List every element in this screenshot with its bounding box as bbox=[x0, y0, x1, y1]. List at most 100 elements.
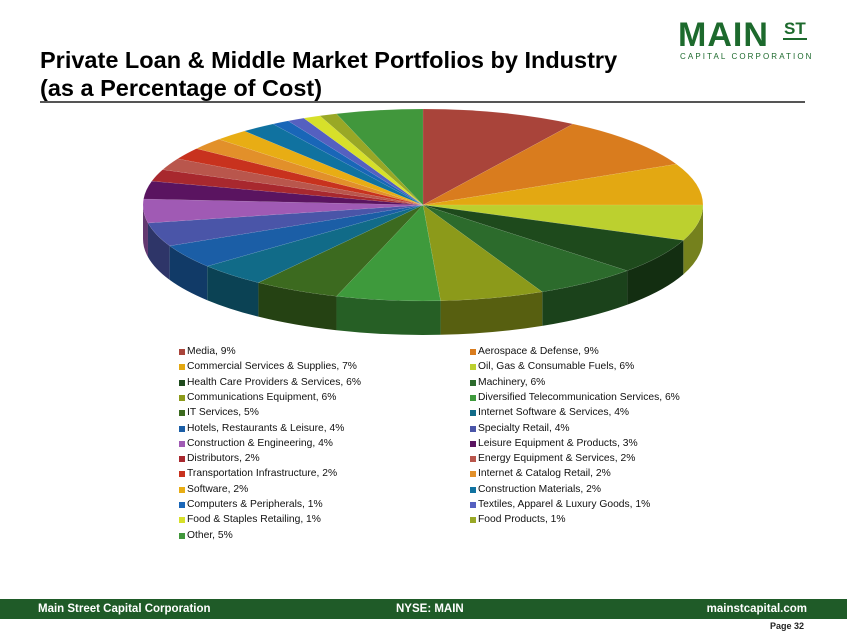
pie-slice-textiles-apparel-luxury-goods bbox=[287, 117, 424, 206]
pie-slice-leisure-equipment-products bbox=[143, 180, 424, 206]
legend-label: Internet Software & Services, 4% bbox=[478, 407, 630, 419]
pie-slice-it-services bbox=[257, 204, 424, 297]
legend-swatch bbox=[470, 471, 476, 478]
legend-label: Energy Equipment & Services, 2% bbox=[478, 453, 636, 465]
pie-side-wall bbox=[440, 291, 543, 335]
pie-side-wall bbox=[683, 205, 703, 275]
pie-side-wall bbox=[627, 240, 684, 305]
legend-label: Food Products, 1% bbox=[478, 514, 566, 526]
footer-ticker: NYSE: MAIN bbox=[396, 603, 464, 615]
pie-slice-specialty-retail bbox=[147, 204, 424, 247]
pie-slice-aerospace-defense bbox=[422, 123, 677, 206]
pie-slice-software bbox=[218, 130, 424, 206]
legend-swatch bbox=[179, 440, 185, 447]
logo-main-text: MAIN bbox=[678, 16, 769, 54]
legend-swatch bbox=[179, 517, 185, 524]
legend-swatch bbox=[470, 456, 476, 463]
legend-swatch bbox=[470, 379, 476, 386]
pie-side-wall bbox=[258, 282, 337, 331]
pie-slice-communications-equipment bbox=[422, 204, 543, 302]
legend-swatch bbox=[470, 425, 476, 432]
pie-slice-commercial-services-supplies bbox=[422, 163, 704, 206]
legend-swatch bbox=[470, 502, 476, 508]
footer-bar: Main Street Capital Corporation NYSE: MA… bbox=[0, 599, 847, 619]
logo-superscript: ST bbox=[784, 19, 806, 38]
legend-label: Textiles, Apparel & Luxury Goods, 1% bbox=[478, 499, 651, 510]
legend-label: Oil, Gas & Consumable Fuels, 6% bbox=[478, 361, 635, 373]
legend-swatch bbox=[179, 379, 185, 386]
pie-slice-internet-catalog-retail bbox=[195, 139, 424, 206]
pie-side-wall bbox=[169, 245, 208, 301]
pie-slice-distributors bbox=[151, 169, 424, 206]
legend-swatch bbox=[179, 486, 185, 493]
footer-website: mainstcapital.com bbox=[706, 603, 807, 615]
legend-swatch bbox=[470, 517, 476, 524]
pie-slice-diversified-telecommunication-services bbox=[335, 204, 441, 302]
legend-label: Commercial Services & Supplies, 7% bbox=[187, 361, 357, 373]
pie-slice-internet-software-services bbox=[206, 204, 424, 283]
legend-label: Machinery, 6% bbox=[478, 376, 546, 388]
pie-slice-computers-peripherals bbox=[272, 120, 424, 206]
legend-swatch bbox=[179, 410, 185, 417]
legend-swatch bbox=[179, 532, 185, 539]
company-logo: MAIN ST CAPITAL CORPORATION bbox=[670, 16, 811, 63]
legend-swatch bbox=[470, 440, 476, 447]
pie-side-wall bbox=[336, 296, 441, 336]
legend-label: Specialty Retail, 4% bbox=[478, 422, 570, 434]
legend-label: Diversified Telecommunication Services, … bbox=[478, 391, 680, 403]
pie-slice-energy-equipment-services bbox=[162, 158, 424, 206]
legend-label: Software, 2% bbox=[187, 483, 249, 495]
pie-slice-food-products bbox=[319, 113, 424, 206]
legend-label: Transportation Infrastructure, 2% bbox=[187, 468, 338, 480]
legend-label: Construction Materials, 2% bbox=[478, 483, 602, 495]
pie-side-wall bbox=[143, 205, 148, 257]
page-title: Private Loan & Middle Market Portfolios … bbox=[40, 46, 660, 102]
legend-label: IT Services, 5% bbox=[187, 407, 259, 419]
logo-subtitle: CAPITAL CORPORATION bbox=[680, 52, 814, 61]
page-number: Page 32 bbox=[769, 621, 804, 631]
pie-slice-construction-materials bbox=[243, 123, 424, 206]
legend-swatch bbox=[179, 349, 185, 355]
legend-label: Communications Equipment, 6% bbox=[187, 391, 337, 403]
legend-swatch bbox=[470, 394, 476, 401]
legend-swatch bbox=[470, 364, 476, 371]
legend-swatch bbox=[470, 349, 476, 355]
legend-swatch bbox=[179, 425, 185, 432]
legend-label: Other, 5% bbox=[187, 529, 233, 541]
legend-swatch bbox=[179, 364, 185, 371]
legend-label: Media, 9% bbox=[187, 346, 236, 357]
legend-swatch bbox=[179, 471, 185, 478]
legend-swatch bbox=[179, 456, 185, 463]
pie-slice-machinery bbox=[422, 204, 628, 293]
page-title-line-1: Private Loan & Middle Market Portfolios … bbox=[40, 47, 618, 73]
legend-swatch bbox=[179, 394, 185, 401]
legend-label: Construction & Engineering, 4% bbox=[187, 437, 333, 449]
legend-swatch bbox=[470, 410, 476, 417]
page-title-line-2: (as a Percentage of Cost) bbox=[40, 75, 323, 101]
pie-slice-other bbox=[335, 108, 424, 206]
legend-label: Leisure Equipment & Products, 3% bbox=[478, 437, 638, 449]
legend-label: Hotels, Restaurants & Leisure, 4% bbox=[187, 422, 345, 434]
legend-swatch bbox=[470, 486, 476, 493]
legend-label: Aerospace & Defense, 9% bbox=[478, 346, 599, 357]
logo-superscript-rule bbox=[783, 38, 807, 40]
footer-company-name: Main Street Capital Corporation bbox=[38, 603, 211, 615]
legend-label: Internet & Catalog Retail, 2% bbox=[478, 468, 611, 480]
pie-slice-oil-gas-consumable-fuels bbox=[422, 204, 704, 241]
pie-side-wall bbox=[542, 270, 628, 326]
pie-slice-food-staples-retailing bbox=[303, 115, 424, 206]
pie-slice-health-care-providers-services bbox=[422, 204, 684, 271]
pie-slice-construction-engineering bbox=[142, 198, 424, 224]
legend-label: Health Care Providers & Services, 6% bbox=[187, 376, 361, 388]
legend-label: Distributors, 2% bbox=[187, 453, 260, 465]
legend-label: Food & Staples Retailing, 1% bbox=[187, 514, 321, 526]
pie-side-wall bbox=[207, 266, 259, 317]
pie-side-wall bbox=[147, 222, 170, 280]
pie-slice-media bbox=[422, 108, 574, 206]
pie-slice-hotels-restaurants-leisure bbox=[169, 204, 424, 267]
title-divider bbox=[40, 101, 805, 103]
legend-label: Computers & Peripherals, 1% bbox=[187, 499, 323, 510]
legend-swatch bbox=[179, 502, 185, 508]
pie-slice-transportation-infrastructure bbox=[176, 148, 424, 206]
